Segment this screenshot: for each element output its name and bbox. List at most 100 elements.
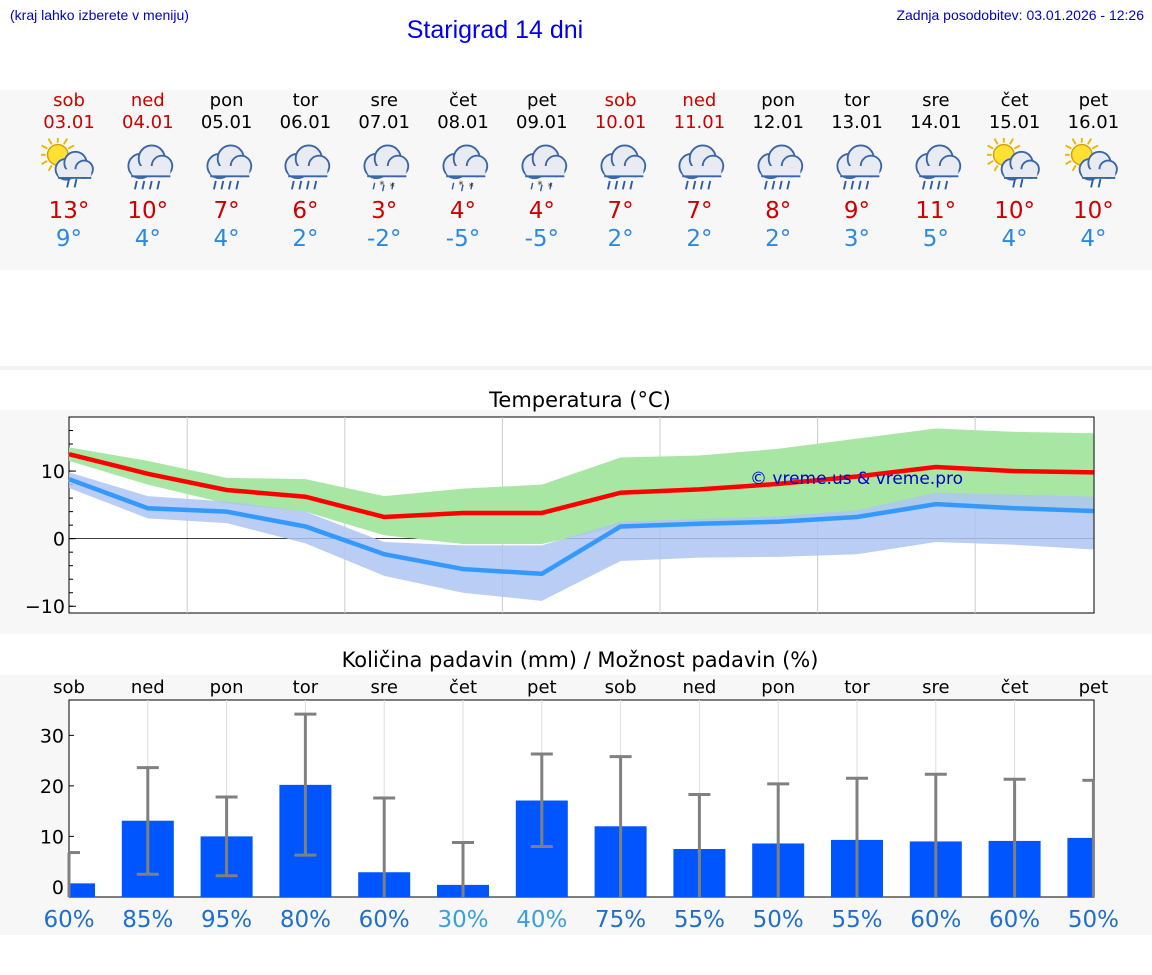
forecast-date: 06.01 [279,112,332,133]
forecast-min-temp: 4° [213,226,240,252]
precip-probability: 30% [437,907,488,933]
precip-probability: 50% [753,907,804,933]
svg-text:*: * [380,179,385,191]
precip-probability: 95% [201,907,252,933]
sun-cloud-rain-icon [1065,138,1119,188]
forecast-day-name: čet [448,90,478,111]
forecast-day-name: čet [1000,90,1029,111]
cloud-sleet-icon: * * [363,144,410,193]
forecast-day-name: ned [130,90,165,111]
precip-day-label: sre [922,677,949,698]
precip-tick-label: 30 [40,725,64,747]
precip-tick-label: 10 [40,826,64,848]
precip-day-label: pon [210,677,244,698]
forecast-max-temp: 3° [371,198,398,224]
svg-text:*: * [537,179,542,191]
sun-cloud-rain-icon [41,138,94,188]
cloud-sleet-icon: * * [442,144,489,193]
cloud-rain-icon [757,144,804,190]
cloud-rain-icon [284,144,331,190]
forecast-date: 12.01 [752,112,804,133]
precip-probability: 55% [831,907,882,933]
last-update: Zadnja posodobitev: 03.01.2026 - 12:26 [896,7,1144,23]
precip-bar [69,883,95,897]
precip-bar [1067,837,1094,897]
precip-day-label: ned [131,677,165,698]
cloud-rain-icon [836,144,883,190]
forecast-min-temp: 9° [55,226,83,252]
forecast-max-temp: 7° [686,198,713,224]
precip-day-label: tor [844,677,870,698]
precip-probability: 50% [1068,907,1119,933]
forecast-day-name: pon [209,90,244,111]
forecast-day-name: tor [844,90,870,111]
forecast-max-temp: 6° [292,198,319,224]
min-temp-range-band [69,472,1094,601]
precip-day-label: sre [370,677,397,698]
forecast-max-temp: 8° [765,198,792,224]
forecast-day-name: pon [761,90,796,111]
precip-day-label: pon [761,677,795,698]
forecast-max-temp: 10° [994,198,1035,224]
forecast-max-temp: 7° [607,198,634,224]
forecast-date: 08.01 [437,112,489,133]
forecast-date: 07.01 [358,112,410,133]
forecast-max-temp: 11° [915,198,957,224]
forecast-max-temp: 10° [1073,198,1114,224]
forecast-min-temp: 2° [765,226,792,252]
forecast-min-temp: -2° [366,226,402,252]
precip-tick-label: 0 [52,877,64,899]
cloud-rain-icon [915,144,961,190]
svg-text:*: * [469,181,474,193]
precip-day-label: pet [527,677,557,698]
forecast-min-temp: 4° [1080,226,1107,252]
precip-probability: 80% [280,907,331,933]
forecast-max-temp: 7° [213,198,240,224]
precip-probability: 40% [516,907,567,933]
page-title: Starigrad 14 dni [406,16,584,44]
precip-day-label: pet [1079,677,1109,698]
svg-text:*: * [390,181,395,193]
divider [0,366,1152,370]
precip-probability: 60% [359,907,410,933]
temperature-chart: −10 0 10 © vreme.us & vreme.pro [25,416,1095,618]
watermark: © vreme.us & vreme.pro [750,469,963,489]
forecast-day-name: sob [53,90,85,111]
sun-cloud-rain-icon [986,138,1040,188]
forecast-min-temp: 3° [843,226,871,252]
forecast-max-temp: 9° [843,198,871,224]
forecast-day-name: pet [1078,90,1109,111]
forecast-max-temp: 4° [528,198,555,224]
precip-probability: 60% [910,907,961,933]
precip-day-label: sob [53,677,85,698]
cloud-rain-icon [678,144,725,190]
forecast-min-temp: 5° [922,226,949,252]
forecast-date: 15.01 [988,112,1041,133]
daily-forecast-strip: sob 03.01 13° 9° ned 04.01 10° 4° pon 05.01 7° 4° to… [0,90,1152,270]
forecast-day-name: pet [527,90,557,111]
precip-probability: 55% [674,907,725,933]
forecast-day-name: sre [922,90,950,111]
svg-text:*: * [547,181,552,193]
precip-tick-label: 20 [40,776,64,798]
cloud-rain-icon [206,144,252,190]
forecast-min-temp: 4° [1001,226,1028,252]
forecast-min-temp: -5° [445,226,481,252]
precip-day-label: ned [682,677,716,698]
forecast-date: 10.01 [594,112,647,133]
forecast-day-name: sob [604,90,637,111]
forecast-max-temp: 13° [48,198,90,224]
forecast-date: 04.01 [122,112,174,133]
precip-day-label: sob [605,677,637,698]
precip-day-label: čet [1001,677,1029,698]
location-hint: (kraj lahko izberete v meniju) [10,7,189,23]
cloud-rain-icon [127,144,173,190]
min-temp-line [68,477,1094,577]
forecast-min-temp: 2° [292,226,319,252]
cloud-rain-icon [600,144,646,190]
forecast-date: 14.01 [910,112,962,133]
forecast-date: 13.01 [831,112,883,133]
temperature-chart-title: Temperatura (°C) [489,388,671,412]
forecast-min-temp: 2° [607,226,634,252]
forecast-min-temp: 4° [134,226,161,252]
